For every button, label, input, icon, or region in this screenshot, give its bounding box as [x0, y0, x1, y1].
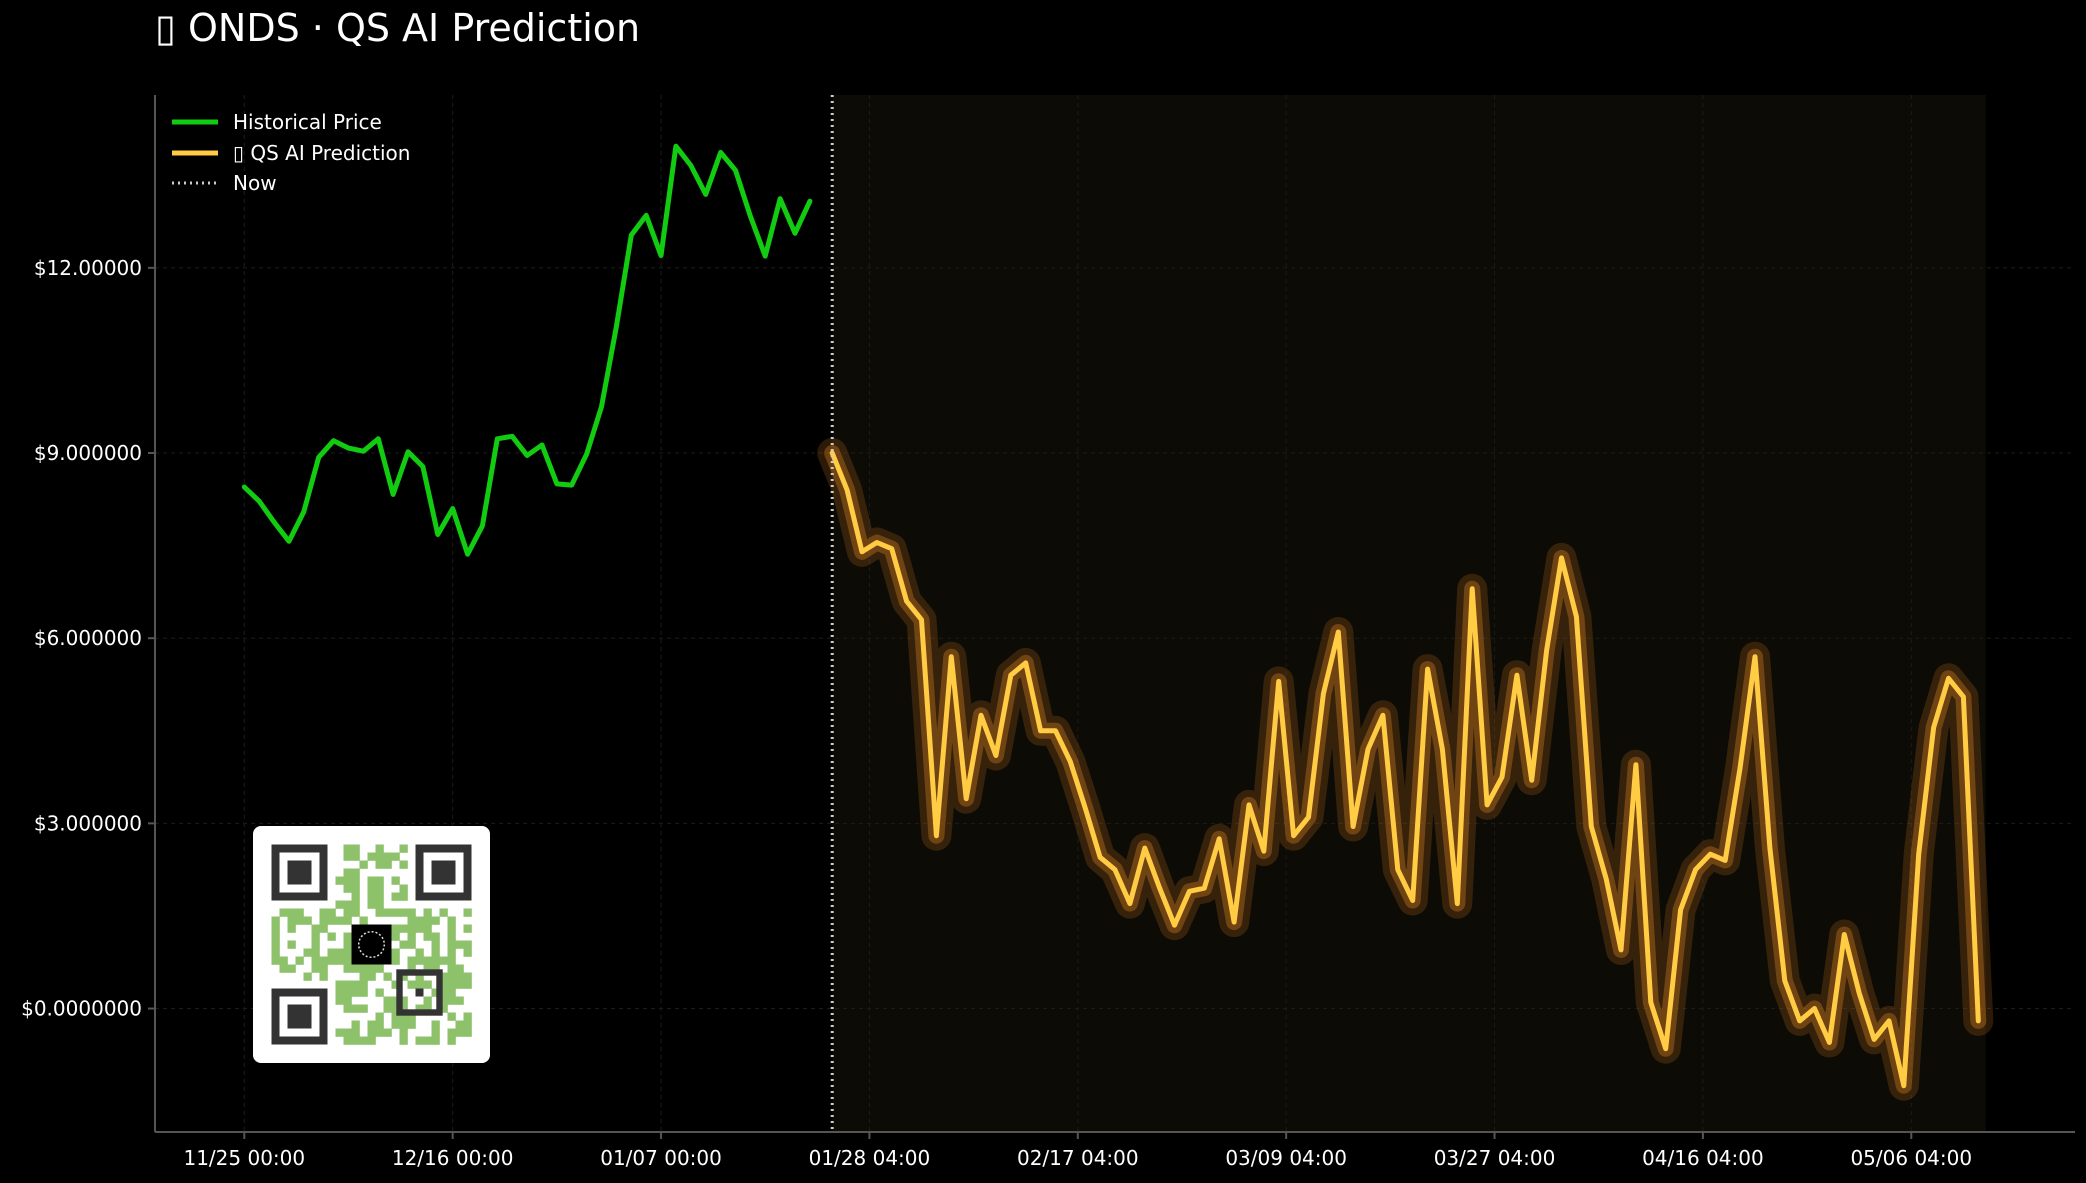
x-tick-label: 01/28 04:00	[809, 1146, 931, 1170]
prediction-line	[829, 450, 1981, 1089]
x-tick-label: 05/06 04:00	[1850, 1146, 1972, 1170]
x-tick-label: 04/16 04:00	[1642, 1146, 1764, 1170]
x-tick-label: 12/16 00:00	[392, 1146, 514, 1170]
y-axis-ticks: $0.0000000 $3.000000 $6.000000 $9.000000 $12…	[21, 256, 155, 1021]
x-tick-label: 02/17 04:00	[1017, 1146, 1139, 1170]
forecast-region	[832, 95, 1986, 1132]
historical-price-line	[241, 143, 813, 557]
x-tick-label: 03/09 04:00	[1225, 1146, 1347, 1170]
x-axis-ticks: 11/25 00:00 12/16 00:00 01/07 00:00 01/28 0…	[183, 1132, 1972, 1170]
page-title: ▯ ONDS · QS AI Prediction	[155, 6, 641, 50]
logo-icon	[351, 924, 392, 965]
qr-finder	[271, 844, 328, 901]
y-tick-label: $12.00000	[34, 256, 142, 280]
y-tick-label: $6.000000	[34, 626, 142, 650]
legend: Historical Price ▯ QS AI Prediction Now	[172, 110, 410, 195]
y-tick-label: $0.0000000	[21, 997, 142, 1021]
x-tick-label: 03/27 04:00	[1434, 1146, 1556, 1170]
qr-finder	[271, 988, 328, 1045]
legend-label-prediction: ▯ QS AI Prediction	[233, 141, 410, 165]
legend-label-historical: Historical Price	[233, 110, 382, 134]
qr-finder	[415, 844, 472, 901]
y-tick-label: $3.000000	[34, 811, 142, 835]
qr-code-icon	[253, 826, 490, 1063]
legend-label-now: Now	[233, 171, 277, 195]
x-tick-label: 11/25 00:00	[183, 1146, 305, 1170]
x-tick-label: 01/07 00:00	[600, 1146, 722, 1170]
y-tick-label: $9.000000	[34, 441, 142, 465]
series-layer	[241, 143, 1994, 1101]
